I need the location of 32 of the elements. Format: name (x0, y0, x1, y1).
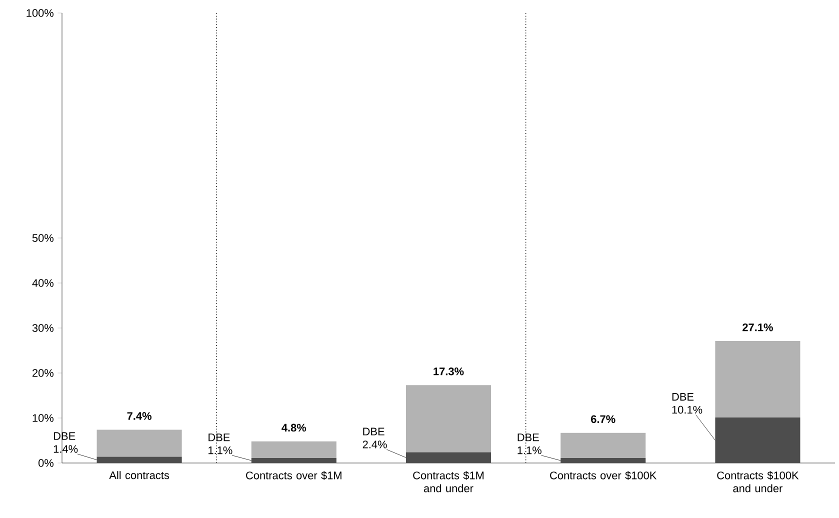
bar (251, 458, 336, 463)
bar (715, 418, 800, 463)
bar (406, 452, 492, 463)
x-tick-label: All contracts (109, 471, 170, 480)
x-tick-label: Contracts over $1M (246, 471, 342, 480)
bar (560, 458, 646, 463)
y-tick-label: 100% (26, 9, 54, 17)
y-tick-label: 50% (32, 234, 54, 242)
data-label: DBE 10.1% (672, 393, 702, 414)
data-label: DBE 1.1% (208, 434, 232, 454)
bar (96, 456, 182, 463)
y-tick-label: 0% (38, 459, 54, 467)
y-tick-label: 10% (32, 414, 54, 422)
data-label: DBE 2.4% (362, 428, 387, 448)
y-tick-label: 20% (32, 369, 54, 377)
bar (560, 432, 646, 458)
x-tick-label: Contracts $1M and under (413, 471, 484, 492)
bar (715, 341, 800, 418)
x-tick-label: Contracts $100K and under (717, 471, 799, 492)
total-label: 6.7% (591, 415, 616, 423)
data-label: DBE 1.1% (518, 434, 542, 454)
bar (96, 430, 182, 457)
bar (406, 385, 492, 452)
y-tick-label: 30% (32, 324, 54, 332)
y-tick-label: 40% (32, 279, 54, 287)
x-tick-label: Contracts over $100K (550, 471, 657, 480)
total-label: 17.3% (434, 368, 464, 376)
total-label: 27.1% (742, 323, 773, 332)
total-label: 7.4% (127, 412, 152, 420)
total-label: 4.8% (282, 424, 306, 432)
bar (251, 441, 336, 458)
data-label: DBE 1.4% (54, 432, 78, 453)
